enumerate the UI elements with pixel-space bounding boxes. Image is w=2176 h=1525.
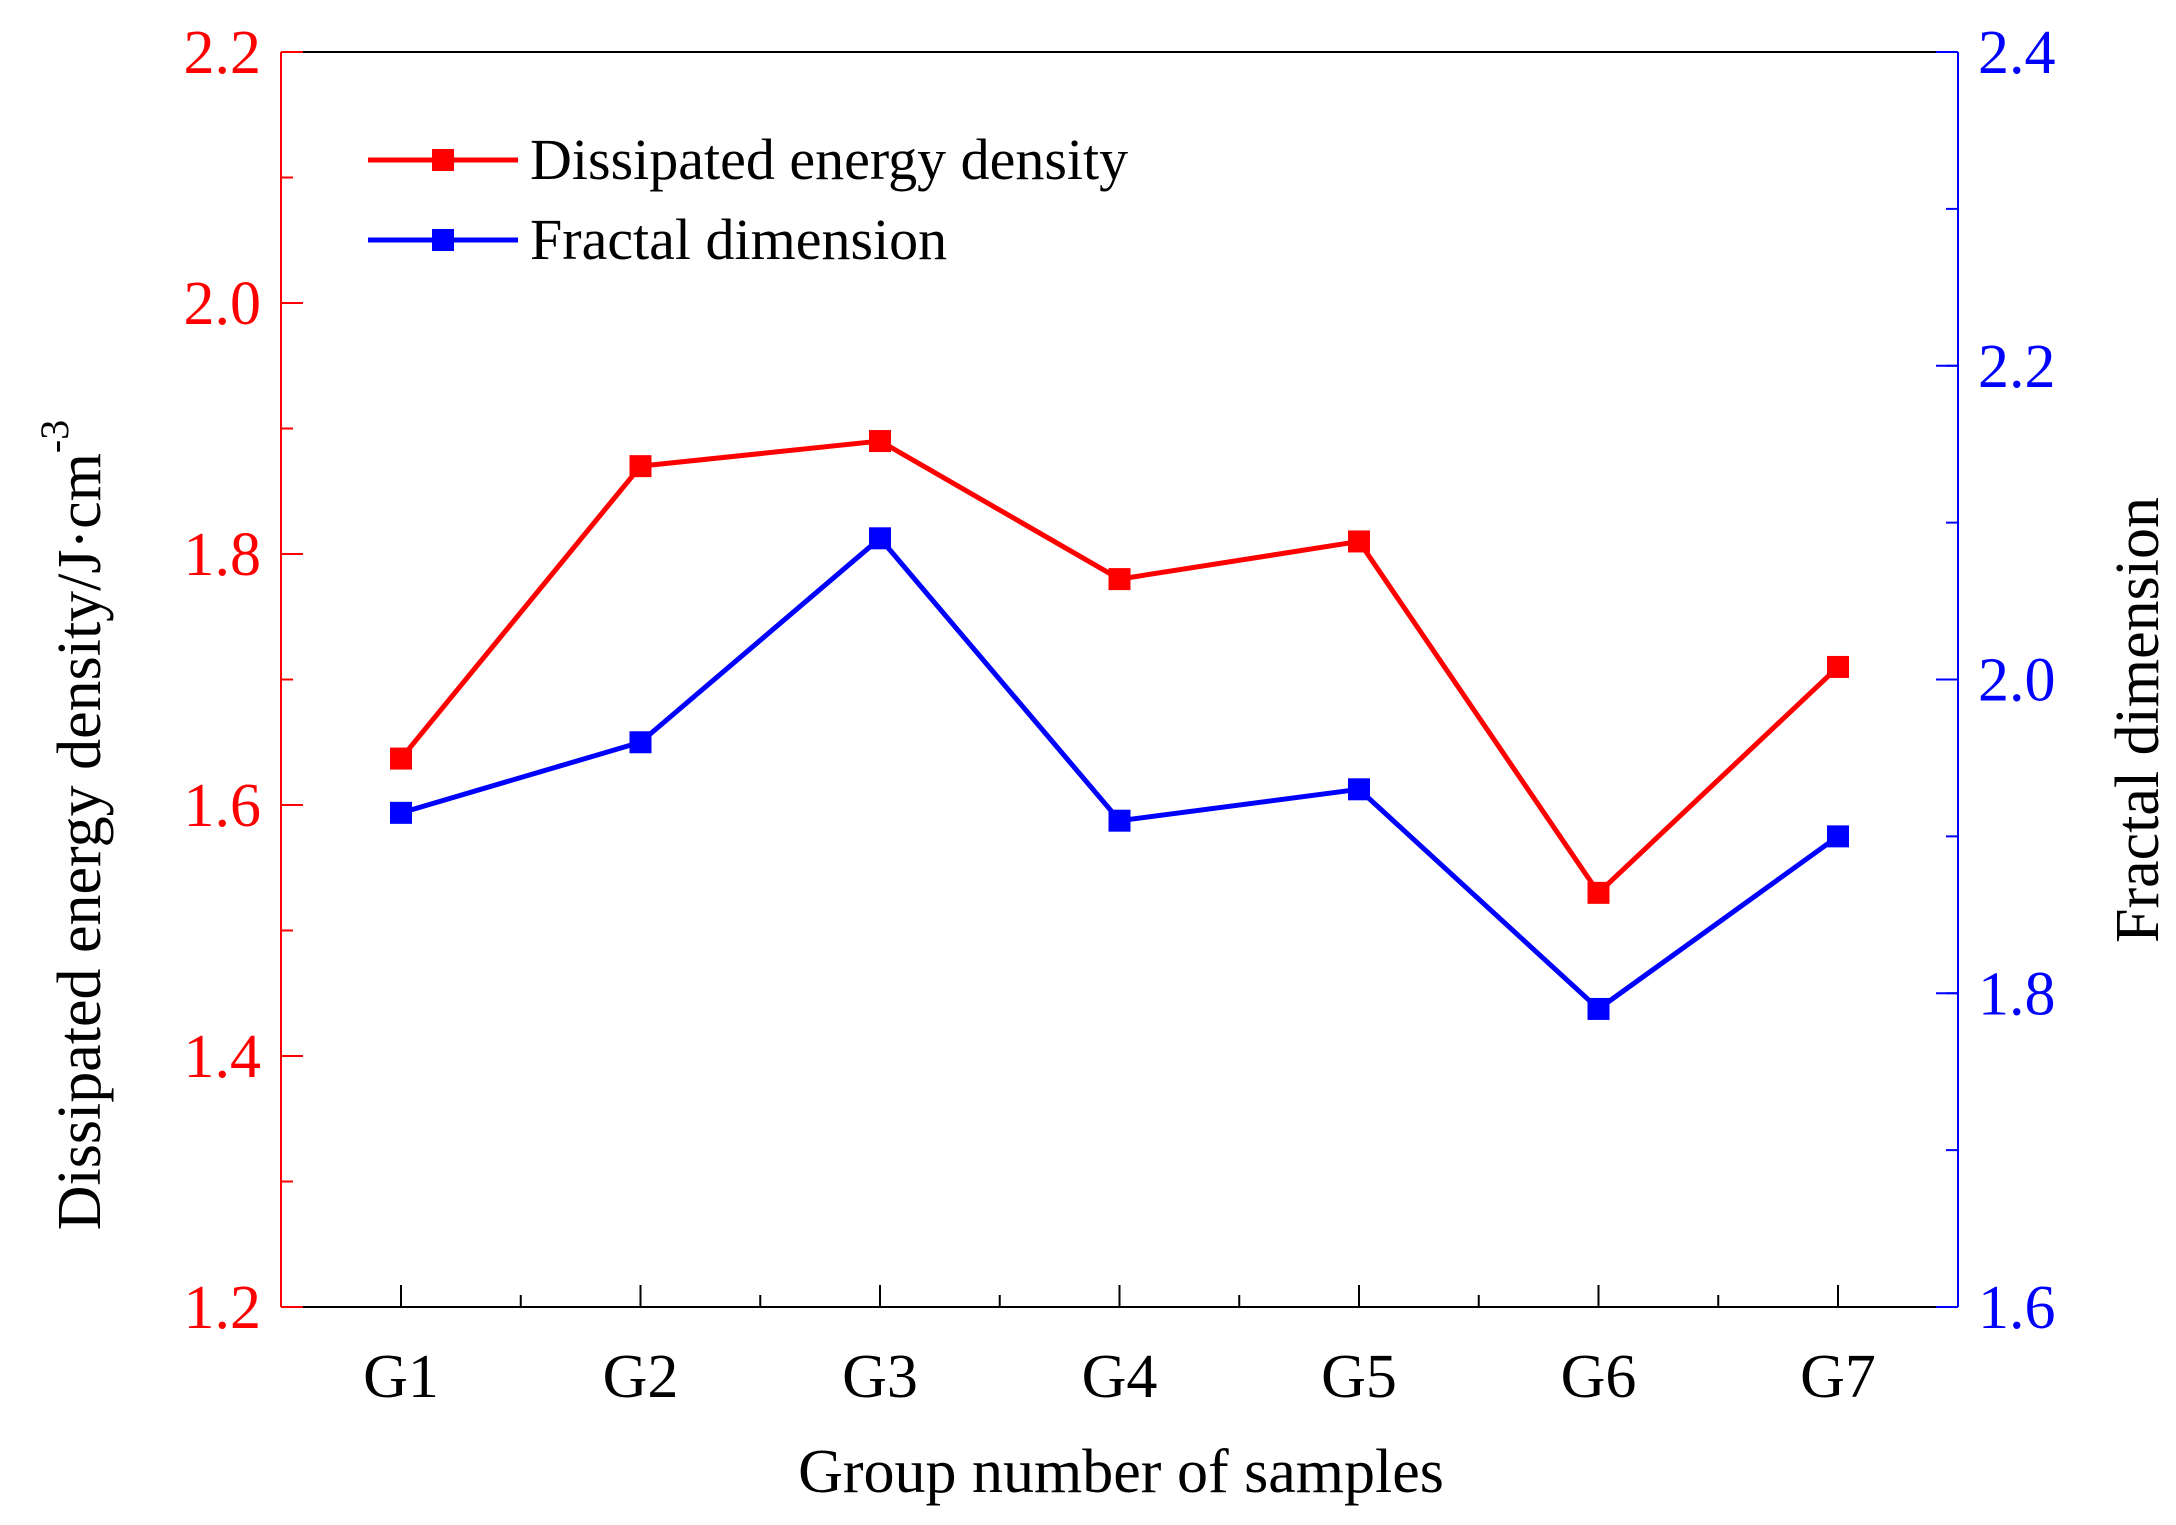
y-right-tick-label: 1.8	[1978, 960, 2056, 1028]
y-left-tick-label: 2.2	[184, 19, 262, 87]
axes-layer: 1.2 1.4 1.6 1.8 2.0 2.2 1.6 1.8 2.0 2.2 2.4 G1 G2 G3 G…	[184, 19, 2056, 1411]
legend: Dissipated energy density Fractal dimensi…	[368, 127, 1128, 272]
y-left-tick-label: 2.0	[184, 270, 262, 338]
y-axis-left-title-superscript: -3	[32, 420, 77, 453]
series-line	[400, 535, 1840, 1012]
data-point	[390, 747, 412, 770]
y-left-tick-label: 1.6	[184, 772, 262, 840]
x-tick-label: G6	[1561, 1343, 1637, 1411]
legend-item: Fractal dimension	[368, 207, 947, 272]
y-axis-left-title-text: Dissipated energy density/J·cm	[46, 453, 114, 1230]
data-point	[1108, 809, 1131, 832]
series-dissipated-energy-density	[390, 430, 1849, 904]
data-point	[869, 527, 891, 550]
y-right-tick-label: 1.6	[1978, 1274, 2056, 1342]
x-tick-label: G2	[603, 1343, 679, 1411]
legend-label: Fractal dimension	[530, 207, 947, 272]
legend-marker	[432, 149, 454, 171]
data-point	[629, 731, 652, 754]
data-point	[869, 430, 891, 453]
y-right-tick-label: 2.4	[1978, 19, 2056, 87]
y-right-tick-label: 2.2	[1978, 333, 2056, 401]
data-point	[1348, 778, 1370, 801]
data-point	[1827, 825, 1849, 848]
x-tick-label: G1	[363, 1343, 439, 1411]
series-fractal-dimension	[390, 527, 1849, 1020]
y-right-tick-label: 2.0	[1978, 647, 2056, 715]
legend-marker	[432, 229, 454, 251]
data-point	[1827, 655, 1849, 678]
x-tick-label: G7	[1800, 1343, 1876, 1411]
axis-titles: Group number of samples Dissipated energ…	[32, 420, 2172, 1506]
data-point	[390, 801, 412, 824]
legend-label: Dissipated energy density	[530, 127, 1128, 192]
y-axis-right-title: Fractal dimension	[2104, 497, 2172, 943]
series-layer	[390, 430, 1849, 1020]
legend-item: Dissipated energy density	[368, 127, 1128, 192]
y-left-tick-label: 1.2	[184, 1274, 262, 1342]
data-point	[1587, 997, 1610, 1020]
y-left-tick-label: 1.8	[184, 521, 262, 589]
x-tick-label: G4	[1082, 1343, 1158, 1411]
x-tick-label: G5	[1321, 1343, 1397, 1411]
data-point	[1348, 530, 1370, 553]
y-left-tick-label: 1.4	[184, 1023, 262, 1091]
y-axis-left-title: Dissipated energy density/J·cm-3	[32, 420, 114, 1230]
data-point	[629, 455, 652, 478]
x-axis-title: Group number of samples	[798, 1438, 1444, 1506]
data-point	[1108, 568, 1131, 591]
data-point	[1587, 881, 1610, 904]
x-tick-label: G3	[842, 1343, 918, 1411]
